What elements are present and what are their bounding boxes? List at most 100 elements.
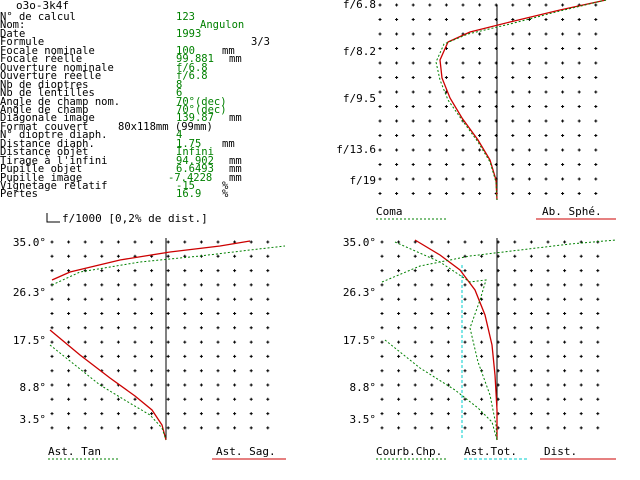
grid-mark — [546, 354, 550, 358]
grid-mark — [413, 397, 417, 401]
grid-mark — [397, 354, 401, 358]
grid-mark — [100, 269, 104, 273]
grid-mark — [116, 412, 120, 416]
grid-mark — [166, 240, 170, 244]
info-value: 139.87 — [176, 112, 214, 125]
grid-mark — [216, 426, 220, 430]
grid-mark — [380, 340, 384, 344]
grid-mark — [249, 354, 253, 358]
grid-mark — [116, 354, 120, 358]
grid-mark — [463, 283, 467, 287]
grid-mark — [413, 240, 417, 244]
grid-mark — [444, 61, 448, 65]
grid-mark — [378, 119, 382, 123]
grid-mark — [511, 47, 515, 50]
info-label: Nb de lentilles — [0, 87, 95, 100]
grid-mark — [83, 340, 87, 344]
grid-mark — [579, 383, 583, 387]
grid-mark — [249, 383, 253, 387]
grid-mark — [444, 76, 448, 79]
grid-mark — [83, 254, 87, 258]
grid-mark — [546, 283, 550, 287]
grid-mark — [266, 269, 270, 273]
grid-mark — [413, 269, 417, 273]
grid-mark — [446, 254, 450, 258]
grid-mark — [166, 312, 170, 315]
grid-mark — [463, 340, 467, 344]
grid-mark — [529, 383, 533, 387]
grid-mark — [594, 47, 598, 50]
grid-mark — [411, 18, 415, 21]
grid-mark — [463, 426, 467, 430]
grid-mark — [378, 163, 382, 166]
grid-mark — [596, 383, 600, 387]
grid-mark — [527, 134, 531, 137]
grid-mark — [166, 340, 170, 344]
grid-mark — [199, 426, 203, 430]
grid-mark — [266, 312, 270, 315]
grid-mark — [133, 326, 137, 330]
grid-mark — [67, 340, 71, 344]
grid-mark — [563, 297, 567, 301]
grid-mark — [461, 148, 465, 152]
grid-mark — [577, 47, 581, 50]
grid-mark — [397, 283, 401, 287]
grid-mark — [563, 254, 567, 258]
grid-mark — [50, 412, 54, 416]
grid-mark — [511, 61, 515, 65]
grid-mark — [478, 119, 482, 123]
grid-mark — [378, 76, 382, 79]
info-unit: mm — [229, 154, 242, 167]
grid-mark — [444, 119, 448, 123]
grid-mark — [596, 269, 600, 273]
grid-mark — [67, 426, 71, 430]
grid-mark — [480, 326, 484, 330]
grid-mark — [50, 297, 54, 301]
grid-mark — [378, 177, 382, 181]
grid-mark — [249, 412, 253, 416]
grid-mark — [546, 326, 550, 330]
astigmatism-plot-grid — [50, 240, 270, 430]
grid-mark — [513, 383, 517, 387]
grid-mark — [397, 340, 401, 344]
grid-mark — [378, 18, 382, 21]
grid-mark — [480, 340, 484, 344]
grid-mark — [395, 134, 399, 137]
grid-mark — [579, 297, 583, 301]
grid-mark — [546, 269, 550, 273]
grid-mark — [199, 340, 203, 344]
info-value: Angulon — [200, 19, 245, 32]
grid-mark — [249, 269, 253, 273]
grid-mark — [166, 426, 170, 430]
grid-mark — [116, 283, 120, 287]
grid-mark — [430, 312, 434, 315]
legend-ast-tot: Ast.Tot. — [464, 445, 517, 458]
grid-mark — [529, 369, 533, 373]
grid-mark — [166, 326, 170, 330]
grid-mark — [266, 283, 270, 287]
grid-mark — [430, 240, 434, 244]
info-label: Ouverture réelle — [0, 70, 102, 83]
grid-mark — [249, 397, 253, 401]
info-value: f/6.8 — [176, 70, 208, 83]
grid-mark — [446, 412, 450, 416]
grid-mark — [544, 3, 548, 7]
grid-mark — [544, 148, 548, 152]
grid-mark — [50, 240, 54, 244]
grid-mark — [480, 397, 484, 401]
grid-mark — [596, 426, 600, 430]
grid-mark — [463, 240, 467, 244]
grid-mark — [133, 426, 137, 430]
grid-mark — [100, 340, 104, 344]
grid-mark — [563, 312, 567, 315]
grid-mark — [413, 383, 417, 387]
grid-mark — [446, 283, 450, 287]
grid-mark — [594, 192, 598, 195]
grid-mark — [461, 192, 465, 195]
grid-mark — [166, 412, 170, 416]
grid-mark — [529, 340, 533, 344]
grid-mark — [378, 192, 382, 195]
grid-mark — [216, 240, 220, 244]
grid-mark — [461, 18, 465, 21]
grid-mark — [411, 177, 415, 181]
